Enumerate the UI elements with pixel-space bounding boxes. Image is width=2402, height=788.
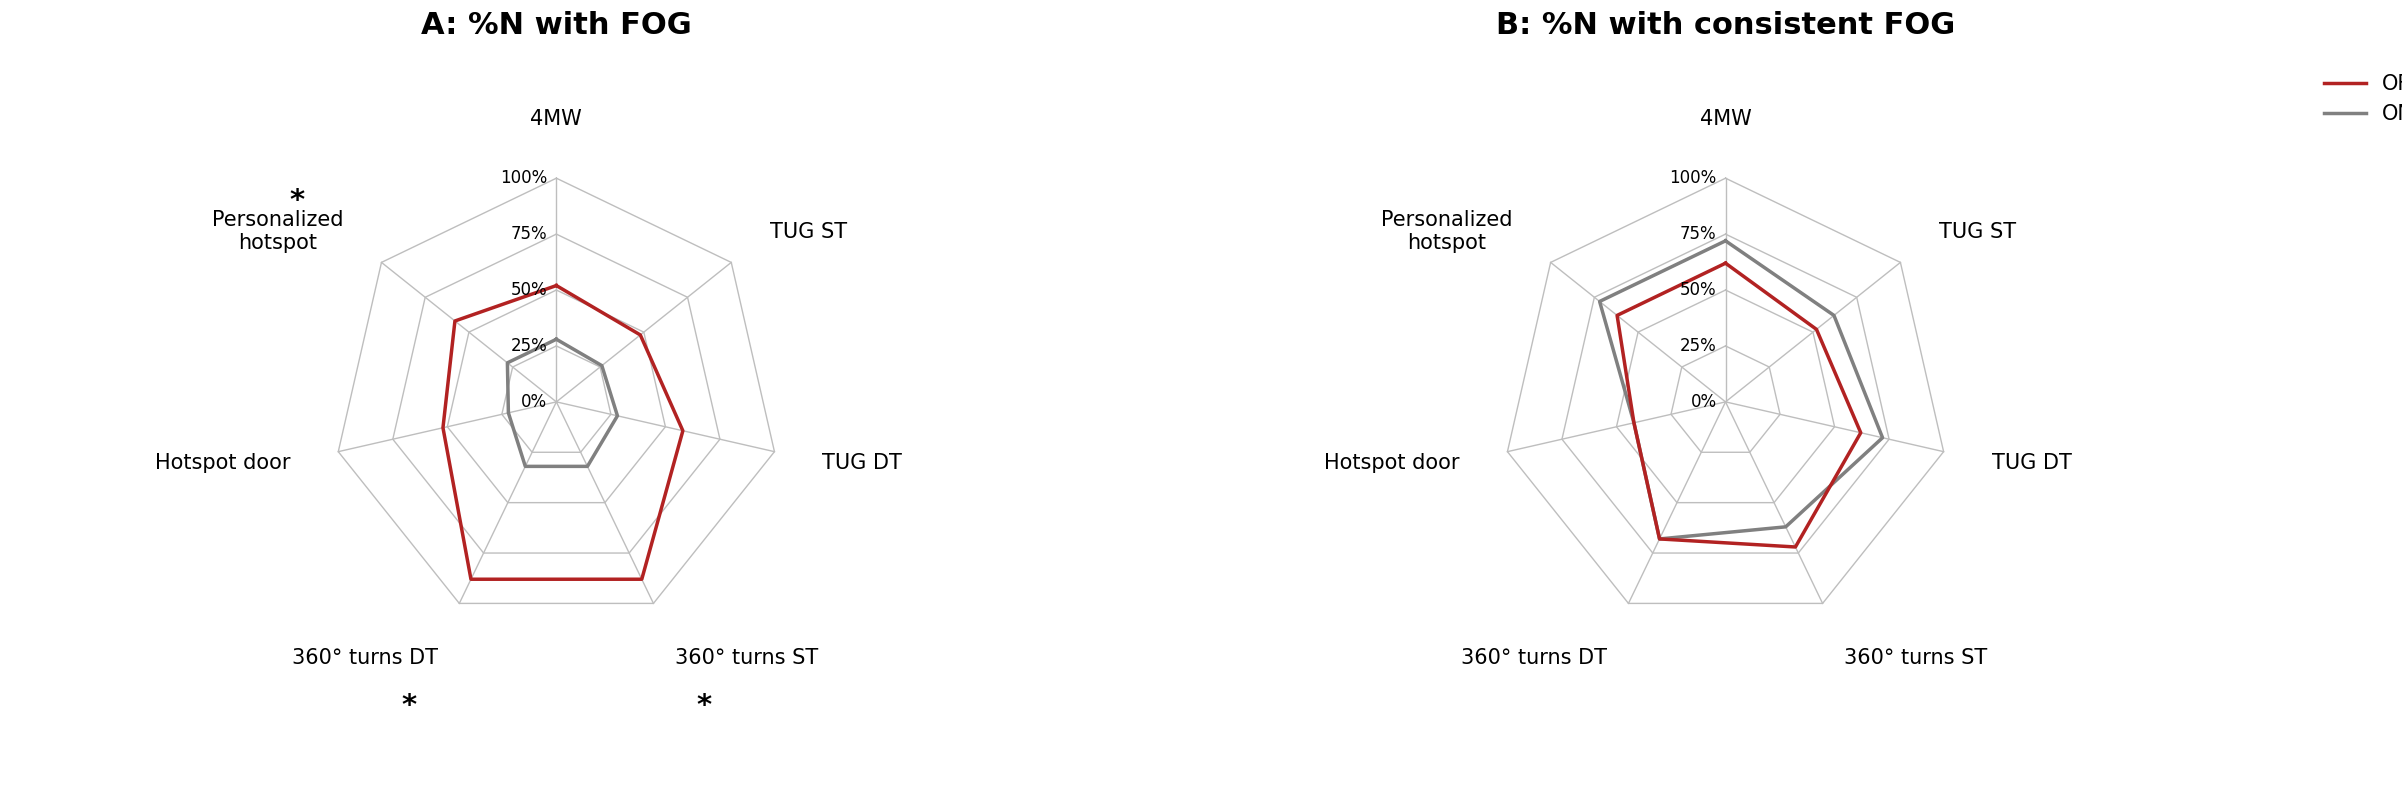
Text: 360° turns ST: 360° turns ST (1845, 648, 1986, 667)
Text: 50%: 50% (1679, 281, 1717, 299)
Text: 360° turns DT: 360° turns DT (1460, 648, 1607, 667)
Text: Personalized
hotspot: Personalized hotspot (1381, 210, 1513, 253)
Legend: OFF, ON: OFF, ON (2316, 65, 2402, 132)
Title: B: %N with consistent FOG: B: %N with consistent FOG (1496, 11, 1955, 40)
Text: 50%: 50% (512, 281, 548, 299)
Text: 25%: 25% (1679, 337, 1717, 355)
Text: TUG ST: TUG ST (769, 221, 848, 242)
Text: 75%: 75% (512, 225, 548, 243)
Text: 360° turns DT: 360° turns DT (293, 648, 437, 667)
Text: *: * (288, 187, 305, 215)
Text: 4MW: 4MW (1701, 109, 1751, 129)
Text: TUG DT: TUG DT (1991, 452, 2071, 473)
Text: 100%: 100% (500, 169, 548, 188)
Text: 4MW: 4MW (531, 109, 581, 129)
Text: Hotspot door: Hotspot door (154, 452, 291, 473)
Text: Personalized
hotspot: Personalized hotspot (211, 210, 343, 253)
Text: *: * (401, 692, 416, 720)
Title: A: %N with FOG: A: %N with FOG (420, 11, 692, 40)
Text: *: * (697, 692, 711, 720)
Text: 100%: 100% (1669, 169, 1717, 188)
Text: 75%: 75% (1679, 225, 1717, 243)
Text: Hotspot door: Hotspot door (1324, 452, 1460, 473)
Text: 0%: 0% (1691, 393, 1717, 411)
Text: 0%: 0% (521, 393, 548, 411)
Text: 360° turns ST: 360° turns ST (675, 648, 819, 667)
Text: 25%: 25% (512, 337, 548, 355)
Text: TUG DT: TUG DT (821, 452, 903, 473)
Text: TUG ST: TUG ST (1938, 221, 2015, 242)
